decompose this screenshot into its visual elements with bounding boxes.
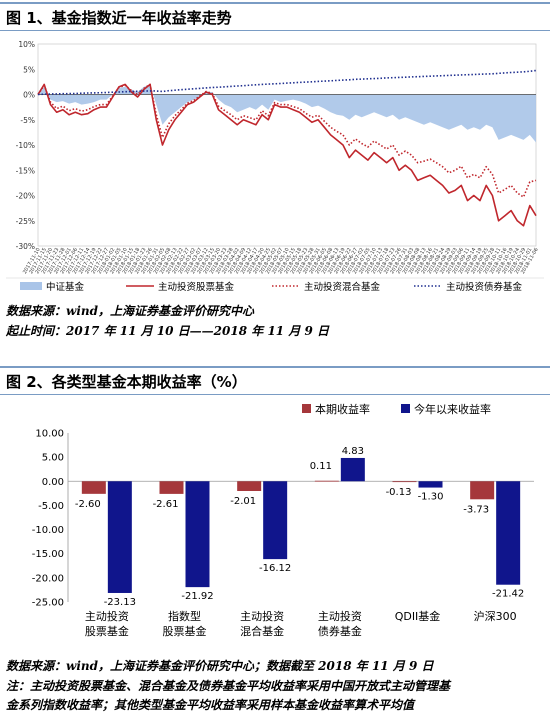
y-tick-label: -25.00 xyxy=(32,598,64,609)
data-label-period: -0.13 xyxy=(386,487,412,498)
y-tick-label: 5% xyxy=(23,65,35,74)
category-label: 股票基金 xyxy=(163,624,207,638)
plot-frame xyxy=(37,43,537,247)
legend-label: 主动投资混合基金 xyxy=(304,281,381,293)
category-label: 主动投资 xyxy=(240,609,284,623)
y-tick-label: 10.00 xyxy=(35,429,64,440)
bar-ytd-return xyxy=(340,457,365,482)
data-label-period: -2.60 xyxy=(75,499,101,510)
data-label-ytd: -21.42 xyxy=(492,589,524,600)
figure2-title-bar: 图 2、各类型基金本期收益率（%） xyxy=(0,366,550,395)
bar-ytd-return xyxy=(496,481,521,585)
figure1-title-bar: 图 1、基金指数近一年收益率走势 xyxy=(0,2,550,31)
figure1-chart: 10% 5% 0% -5% -10% -15% -20% -25% -30% 2017-11-10… xyxy=(6,36,544,298)
data-label-ytd: -21.92 xyxy=(181,591,213,602)
y-tick-label: -15% xyxy=(16,166,35,175)
bar-ytd-return xyxy=(107,481,132,593)
series-line-stock-fund xyxy=(37,83,537,227)
y-tick-label: 5.00 xyxy=(42,453,64,464)
data-label-ytd: -16.12 xyxy=(259,563,291,574)
legend-label: 中证基金 xyxy=(46,281,85,293)
bar-ytd-return xyxy=(185,481,210,588)
y-tick-label: -5.00 xyxy=(38,501,64,512)
bar-ytd-return xyxy=(418,481,443,488)
figure2-chart: 10.00 5.00 0.00 -5.00 -10.00 -15.00 -20.00 -25.… xyxy=(6,398,544,650)
data-label-ytd: -1.30 xyxy=(418,492,444,503)
category-label: 债券基金 xyxy=(318,624,362,638)
y-tick-label: -20.00 xyxy=(32,573,64,584)
category-label: 主动投资 xyxy=(85,609,129,623)
data-label-ytd: -23.13 xyxy=(104,597,136,608)
series-line-bond-fund xyxy=(37,69,537,96)
y-tick-label: -10% xyxy=(16,141,35,150)
figure1-source: 数据来源：wind，上海证券基金评价研究中心 xyxy=(6,304,255,318)
line-chart-svg: 10%5%0%-5%-10%-15%-20%-25%-30%2017-11-10… xyxy=(6,40,544,293)
category-label: QDII基金 xyxy=(395,609,441,623)
bar-period-return xyxy=(81,481,106,494)
series-area-csi-fund xyxy=(38,84,536,143)
category-label: 指数型 xyxy=(168,609,201,623)
legend-swatch-period xyxy=(302,404,311,413)
bar-period-return xyxy=(314,480,339,482)
y-tick-label: 0% xyxy=(23,91,35,100)
legend-label: 主动投资股票基金 xyxy=(158,281,235,293)
legend-swatch-area xyxy=(20,282,42,290)
y-tick-label: -5% xyxy=(20,116,35,125)
y-tick-label: -15.00 xyxy=(32,549,64,560)
figure1-period: 起止时间：2017 年 11 月 10 日——2018 年 11 月 9 日 xyxy=(6,324,330,338)
bar-period-return xyxy=(392,481,417,483)
bar-chart-svg: 10.00 5.00 0.00 -5.00 -10.00 -15.00 -20.00 -25.… xyxy=(32,402,534,638)
y-tick-label: -10.00 xyxy=(32,525,64,536)
category-label: 沪深300 xyxy=(474,609,517,623)
figure2-note-line2: 金系列指数收益率；其他类型基金平均收益率采用样本基金收益率算术平均值 xyxy=(6,698,415,712)
figure1-title: 图 1、基金指数近一年收益率走势 xyxy=(6,9,232,27)
y-tick-label: -20% xyxy=(16,192,35,201)
bar-period-return xyxy=(159,481,184,494)
category-label: 混合基金 xyxy=(240,624,284,638)
data-label-period: -2.01 xyxy=(230,496,256,507)
figure2-title: 图 2、各类型基金本期收益率（%） xyxy=(6,373,247,391)
bar-period-return xyxy=(470,481,495,500)
y-tick-label: -25% xyxy=(16,217,35,226)
data-label-period: -2.61 xyxy=(153,499,179,510)
legend-swatch-ytd xyxy=(401,404,410,413)
category-label: 股票基金 xyxy=(85,624,129,638)
bar-period-return xyxy=(237,481,262,491)
y-tick-label: 10% xyxy=(18,40,35,49)
data-label-ytd: 4.83 xyxy=(342,446,364,457)
data-label-period: -3.73 xyxy=(463,504,489,515)
data-label-period: 0.11 xyxy=(310,461,332,472)
legend-label-ytd: 今年以来收益率 xyxy=(414,402,491,416)
category-label: 主动投资 xyxy=(318,609,362,623)
figure2-note-line1: 注：主动投资股票基金、混合基金及债券基金平均收益率采用中国开放式主动管理基 xyxy=(6,679,451,693)
bar-ytd-return xyxy=(263,481,288,560)
figure2-source: 数据来源：wind，上海证券基金评价研究中心；数据截至 2018 年 11 月 … xyxy=(6,659,434,673)
y-tick-label: 0.00 xyxy=(42,477,64,488)
legend-label-period: 本期收益率 xyxy=(315,402,370,416)
y-tick-label: -30% xyxy=(16,242,35,251)
legend-label: 主动投资债券基金 xyxy=(446,281,523,293)
